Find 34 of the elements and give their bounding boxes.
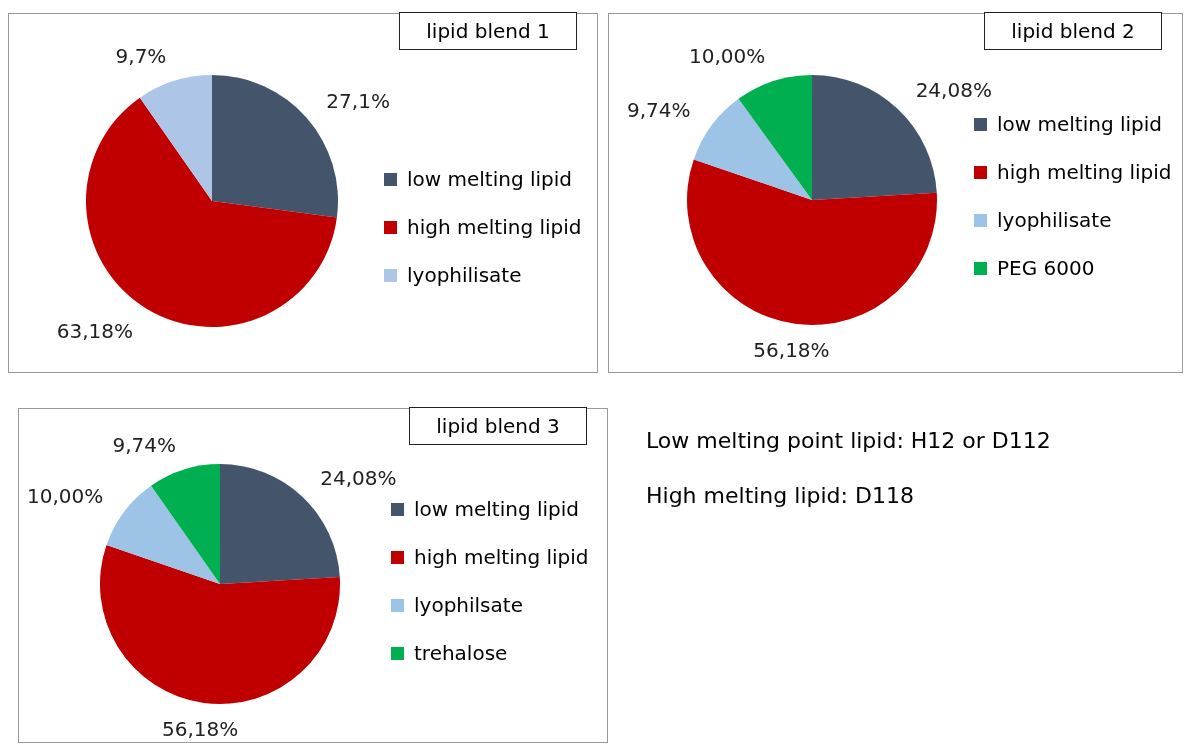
data-label: 56,18%: [753, 337, 830, 362]
pie-slice: [687, 159, 937, 325]
pie-slice: [738, 75, 812, 200]
data-label: 9,7%: [115, 44, 167, 69]
data-label: 63,18%: [56, 318, 133, 343]
data-label: 10,00%: [689, 44, 766, 69]
legend-label: PEG 6000: [997, 255, 1096, 282]
text: High melting lipid: D118: [646, 483, 915, 508]
legend-label: trehalose: [414, 640, 509, 667]
data-label: 56,18%: [162, 716, 239, 741]
pie-slice: [693, 98, 812, 200]
data-label: 27,1%: [326, 88, 390, 113]
data-label: 24,08%: [320, 465, 397, 490]
legend-label: low melting lipid: [407, 166, 574, 193]
data-label: 9,74%: [112, 432, 177, 457]
legend-label: lyophilisate: [407, 262, 523, 289]
chart-title: lipid blend 1: [399, 12, 577, 50]
data-label: 9,74%: [627, 98, 691, 123]
legend-label: high melting lipid: [997, 159, 1172, 186]
pie-slice: [139, 75, 212, 201]
legend-label: lyophilsate: [414, 592, 524, 619]
chart-title: lipid blend 2: [984, 12, 1162, 50]
text: Low melting point lipid: H12 or D112: [646, 428, 1052, 453]
legend-label: high melting lipid: [414, 544, 589, 571]
legend-label: low melting lipid: [997, 111, 1164, 138]
pie-slice: [100, 545, 340, 704]
data-label: 24,08%: [915, 78, 992, 103]
legend-label: lyophilisate: [997, 207, 1113, 234]
pie-slice: [106, 485, 220, 584]
legend-label: low melting lipid: [414, 496, 581, 523]
pie-slice: [151, 464, 220, 584]
data-label: 10,00%: [27, 484, 104, 509]
legend-label: high melting lipid: [407, 214, 582, 241]
chart-title: lipid blend 3: [409, 407, 587, 445]
